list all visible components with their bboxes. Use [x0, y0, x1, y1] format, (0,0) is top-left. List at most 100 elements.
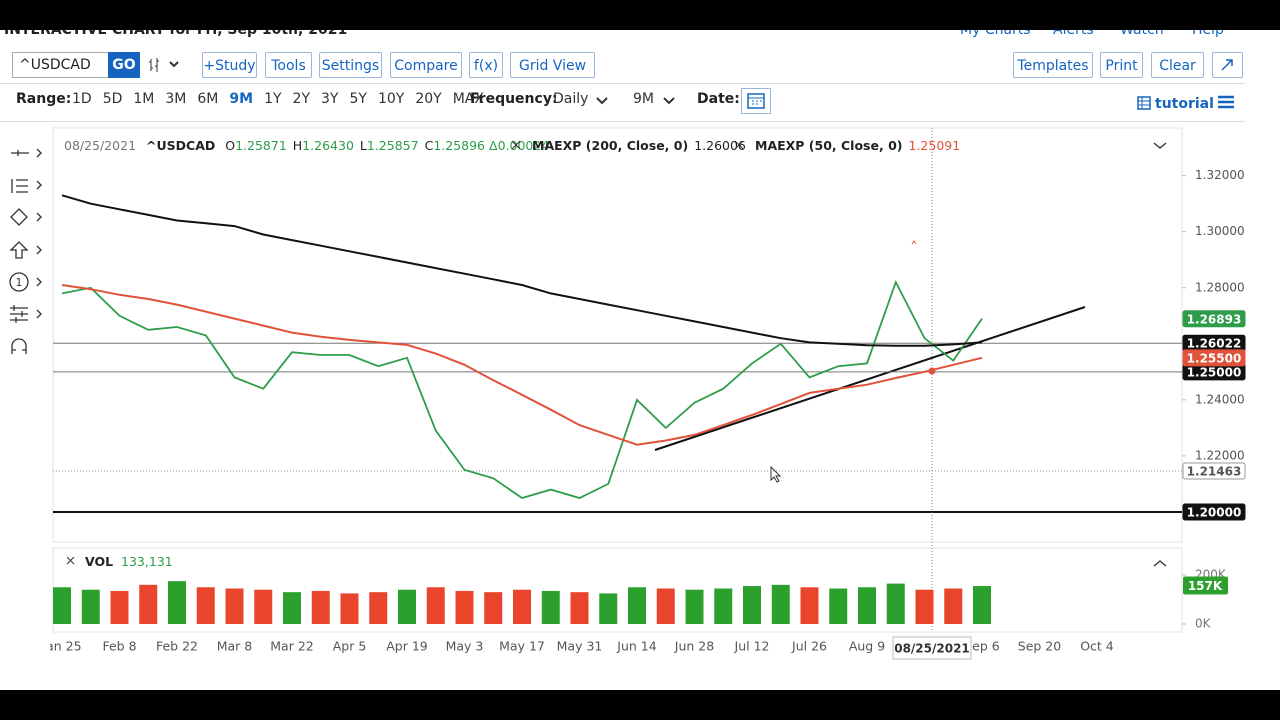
period-select[interactable]: 9M [633, 91, 654, 107]
price-box-label: 1.20000 [1187, 505, 1242, 519]
range-option[interactable]: 9M [229, 91, 254, 107]
range-option[interactable]: 20Y [415, 91, 442, 107]
header-symbol: ^USDCAD [146, 138, 215, 153]
chart-type-icon[interactable] [148, 56, 182, 74]
separator [0, 83, 1245, 84]
chevron[interactable] [1153, 142, 1167, 149]
volume-header: VOL 133,131 [85, 554, 173, 569]
button[interactable]: +Study [202, 52, 257, 78]
volume-bar [944, 588, 963, 624]
y-tick-label: 1.30000 [1195, 224, 1245, 238]
chevron[interactable] [1153, 560, 1167, 567]
close-icon[interactable] [734, 140, 744, 150]
volume-bar [628, 587, 646, 624]
ohlc-header: 08/25/2021 ^USDCAD O1.25871 H1.26430 L1.25… [64, 138, 549, 153]
range-option[interactable]: 6M [197, 91, 219, 107]
volume-bar [685, 589, 704, 624]
price-box-label: 1.21463 [1187, 464, 1242, 478]
trend-line [654, 306, 1086, 451]
range-option[interactable]: 1D [72, 91, 92, 107]
ohlc-change: Δ0.00024 [489, 138, 549, 153]
range-option[interactable]: 3M [165, 91, 187, 107]
volume-bar [743, 586, 761, 624]
button[interactable]: Grid View [510, 52, 595, 78]
volume-bar [771, 584, 790, 624]
volume-bar [513, 589, 531, 624]
x-tick-label: Sep 6 [964, 639, 1000, 654]
close-icon[interactable] [66, 556, 75, 565]
frequency-label: Frequency: [470, 91, 558, 107]
chart: 1 08/25/2021 ^USDCAD O1.25871 H1.26430 L1.… [9, 127, 1246, 660]
header-date: 08/25/2021 [64, 138, 136, 153]
price-box [1182, 349, 1246, 367]
range-option[interactable]: 10Y [377, 91, 405, 107]
range-option[interactable]: MAX [452, 91, 484, 107]
ohlc-value: 1.25857 [367, 138, 419, 153]
button[interactable]: Compare [390, 52, 462, 78]
menu-icon[interactable] [1218, 95, 1234, 109]
close-icon[interactable] [511, 140, 521, 150]
frequency-select[interactable]: Daily [553, 91, 589, 107]
range-label: Range: [16, 91, 72, 107]
range-option[interactable]: 3Y [321, 91, 339, 107]
moving-average [61, 284, 983, 446]
volume-bar [369, 592, 388, 624]
volume-bar [858, 587, 876, 624]
calendar-button[interactable] [741, 88, 771, 114]
crosshair-dot [928, 367, 936, 375]
range-option[interactable]: 5Y [349, 91, 367, 107]
date-label: Date: [697, 91, 740, 107]
x-tick-label: Jul 26 [791, 639, 827, 654]
x-tick-label: May 17 [499, 639, 545, 654]
y-tick-label: 1.22000 [1195, 448, 1245, 462]
button[interactable]: Print [1100, 52, 1143, 78]
volume-bar [829, 588, 848, 624]
volume-bar [225, 588, 244, 624]
go-button[interactable]: GO [108, 52, 140, 78]
separator [0, 121, 1245, 122]
price-box [1182, 462, 1246, 480]
button[interactable]: Clear [1151, 52, 1204, 78]
x-tick-label: Jan 25 [41, 639, 81, 654]
volume-bar [196, 587, 215, 624]
volume-bar [110, 590, 129, 624]
range-option[interactable]: 1Y [264, 91, 282, 107]
volume-bar [886, 583, 905, 624]
volume-bar [570, 592, 589, 624]
x-tick-label: Mar 22 [270, 639, 313, 654]
button[interactable]: Templates [1013, 52, 1093, 78]
volume-bar [168, 581, 186, 624]
button[interactable]: Settings [319, 52, 382, 78]
price-box [1182, 310, 1246, 328]
price-box [1182, 503, 1246, 521]
range-option[interactable]: 2Y [292, 91, 310, 107]
volume-box-label: 157K [1188, 579, 1223, 593]
ohlc-value: 1.25871 [235, 138, 287, 153]
x-tick-label: May 31 [557, 639, 603, 654]
moving-average [61, 194, 983, 347]
ma-value: 1.25091 [909, 138, 961, 153]
volume-bar [915, 589, 934, 624]
ohlc-key: O [225, 138, 235, 153]
volume-bar [340, 593, 359, 624]
bottom-bar [0, 690, 1280, 720]
range-option[interactable]: 1M [133, 91, 155, 107]
ohlc-value: 1.26430 [302, 138, 354, 153]
range-option[interactable]: 5D [102, 91, 123, 107]
price-line [61, 279, 983, 499]
price-panel [52, 127, 1183, 543]
x-tick-label: Jun 28 [674, 639, 714, 654]
top-bar [0, 0, 1280, 30]
button[interactable]: f(x) [469, 52, 503, 78]
x-tick-label: Apr 19 [386, 639, 428, 654]
button[interactable]: Tools [265, 52, 312, 78]
x-tick-label: Jun 14 [616, 639, 656, 654]
expand-button[interactable] [1212, 52, 1243, 78]
price-box-label: 1.25000 [1187, 365, 1242, 379]
ohlc-key: L [360, 138, 367, 153]
volume-bar [139, 584, 158, 624]
ma-legend: MAEXP (200, Close, 0) 1.26006 [532, 138, 746, 153]
ohlc-key: C [425, 138, 434, 153]
x-tick-label: May 3 [446, 639, 484, 654]
tutorial-link[interactable]: tutorial [1155, 96, 1214, 112]
